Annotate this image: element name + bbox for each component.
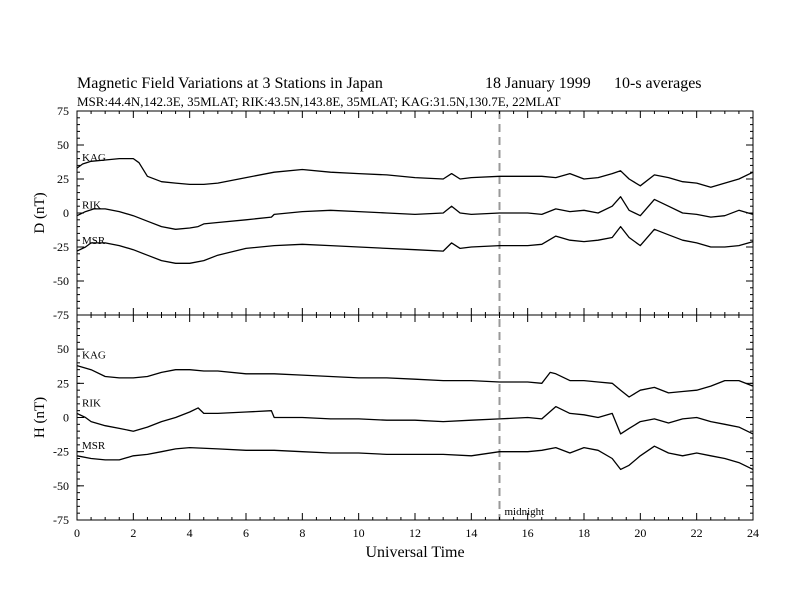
x-tick-label: 18 (578, 526, 590, 540)
chart-averaging: 10-s averages (614, 75, 702, 92)
y-tick-label: 25 (57, 172, 69, 186)
y-tick-label: 0 (63, 206, 69, 220)
y-tick-label: 0 (63, 411, 69, 425)
y-tick-label: 25 (57, 376, 69, 390)
series-line-kag-0 (76, 157, 754, 188)
y-tick-label: 75 (57, 104, 69, 118)
station-coordinates: MSR:44.4N,142.3E, 35MLAT; RIK:43.5N,143.… (77, 94, 561, 109)
x-tick-label: 14 (465, 526, 477, 540)
x-tick-label: 4 (187, 526, 193, 540)
series-label-kag: KAG (82, 350, 106, 362)
x-tick-label: 10 (353, 526, 365, 540)
x-tick-label: 8 (299, 526, 305, 540)
y-tick-label: 50 (57, 138, 69, 152)
y-tick-label: -25 (53, 240, 69, 254)
series-line-rik-0 (76, 196, 754, 230)
series-label-msr: MSR (82, 235, 106, 247)
series-label-rik: RIK (82, 200, 101, 212)
plot-area: midnight 75 50 25 0 -25 -50 -75 D (nT) KAG RIK MSR 5… (32, 104, 759, 561)
series-label-rik: RIK (82, 397, 101, 409)
x-tick-label: 24 (747, 526, 759, 540)
x-tick-label: 16 (522, 526, 534, 540)
series-line-msr-0 (76, 225, 754, 264)
y-tick-label: 50 (57, 342, 69, 356)
x-tick-label: 2 (130, 526, 136, 540)
series-line-msr-1 (76, 445, 754, 471)
y-tick-label: -75 (53, 308, 69, 322)
chart-title: Magnetic Field Variations at 3 Stations … (77, 75, 383, 92)
x-tick-label: 22 (691, 526, 703, 540)
panel-frame-1 (76, 314, 754, 521)
x-tick-label: 20 (634, 526, 646, 540)
series-line-rik-1 (76, 405, 754, 435)
panel-frame-0 (76, 110, 754, 316)
y-tick-label: -25 (53, 445, 69, 459)
x-axis-label: Universal Time (365, 544, 464, 561)
x-tick-label: 12 (409, 526, 421, 540)
midnight-label: midnight (505, 506, 545, 518)
series-line-kag-1 (76, 364, 754, 398)
chart-date: 18 January 1999 (485, 75, 591, 92)
x-tick-label: 6 (243, 526, 249, 540)
series-label-msr: MSR (82, 440, 106, 452)
series-label-kag: KAG (82, 152, 106, 164)
y-axis-label: D (nT) (32, 192, 48, 233)
y-tick-label: -50 (53, 274, 69, 288)
y-tick-label: -50 (53, 479, 69, 493)
y-axis-label: H (nT) (32, 397, 48, 438)
y-tick-label: -75 (53, 513, 69, 527)
x-tick-label: 0 (74, 526, 80, 540)
